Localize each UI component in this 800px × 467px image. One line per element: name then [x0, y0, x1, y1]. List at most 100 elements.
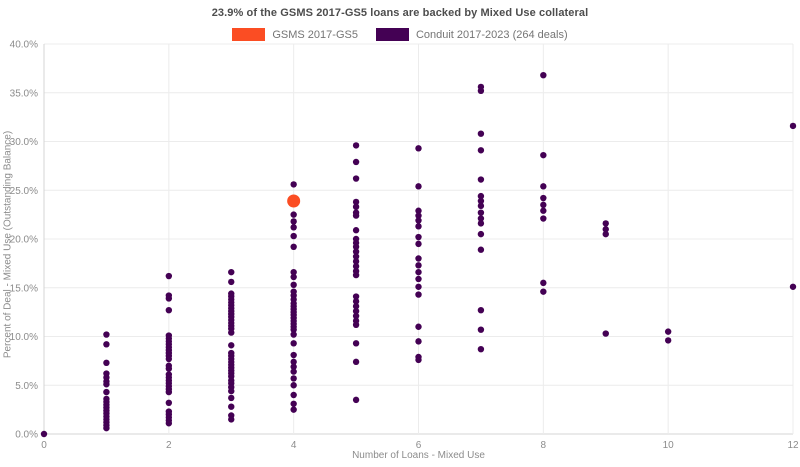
data-point — [352, 271, 360, 279]
data-point — [540, 183, 547, 190]
data-point — [352, 298, 360, 305]
data-point — [540, 194, 547, 202]
y-tick-label: 0.0% — [15, 430, 38, 441]
data-point — [352, 203, 360, 211]
data-point — [540, 288, 547, 295]
data-point — [602, 330, 609, 337]
legend-swatch-conduit-icon — [375, 28, 409, 41]
data-point — [103, 331, 110, 338]
data-point — [415, 356, 422, 364]
data-point — [290, 224, 297, 231]
legend-item-gsms[interactable]: GSMS 2017-GS5 — [232, 28, 358, 41]
data-point — [540, 215, 547, 222]
data-point — [165, 420, 173, 427]
data-point — [540, 207, 547, 214]
data-point — [290, 181, 297, 188]
data-point — [415, 223, 422, 230]
x-tick-label: 10 — [663, 440, 675, 451]
data-point — [352, 340, 360, 347]
data-point — [415, 255, 422, 262]
data-point — [415, 291, 422, 298]
data-point — [789, 283, 797, 290]
data-point — [290, 268, 297, 276]
data-point — [352, 263, 360, 270]
data-point — [352, 253, 360, 260]
data-point — [477, 197, 485, 205]
data-point — [477, 246, 485, 253]
data-point — [290, 281, 297, 289]
data-point — [352, 248, 360, 255]
data-point — [477, 176, 485, 183]
data-point — [352, 175, 360, 182]
data-point — [352, 258, 360, 265]
y-tick-label: 20.0% — [10, 235, 38, 246]
data-point — [415, 207, 422, 214]
x-axis-title: Number of Loans - Mixed Use — [352, 450, 485, 461]
data-point — [352, 307, 360, 315]
y-tick-label: 15.0% — [10, 283, 38, 294]
data-point — [415, 262, 422, 269]
chart-title: 23.9% of the GSMS 2017-GS5 loans are bac… — [211, 7, 589, 19]
data-point — [290, 375, 297, 382]
data-point — [228, 387, 235, 395]
data-point — [352, 321, 360, 328]
data-point — [103, 424, 110, 432]
legend-swatch-gsms-icon — [232, 28, 266, 41]
data-point — [290, 363, 297, 370]
data-point — [290, 382, 297, 389]
data-point — [228, 329, 235, 336]
data-point — [352, 212, 360, 219]
data-point — [540, 201, 547, 209]
data-point — [415, 233, 422, 241]
data-point — [165, 272, 173, 280]
data-point — [352, 158, 360, 166]
data-point — [290, 340, 297, 347]
data-point — [228, 342, 235, 349]
x-tick-label: 2 — [166, 440, 172, 451]
legend: GSMS 2017-GS5 Conduit 2017-2023 (264 dea… — [0, 28, 800, 41]
legend-label-gsms: GSMS 2017-GS5 — [272, 28, 358, 41]
data-point — [165, 388, 173, 396]
data-point — [290, 400, 297, 407]
data-point — [477, 87, 485, 95]
data-point — [290, 406, 297, 413]
data-point — [415, 268, 422, 276]
data-point — [228, 278, 235, 286]
data-point — [477, 326, 485, 333]
data-point — [290, 211, 297, 218]
data-point — [477, 192, 485, 200]
data-point — [290, 368, 297, 375]
x-tick-label: 4 — [291, 440, 297, 451]
data-point — [602, 220, 609, 227]
legend-item-conduit[interactable]: Conduit 2017-2023 (264 deals) — [375, 28, 568, 41]
data-point — [290, 218, 297, 225]
data-point — [540, 72, 547, 79]
data-point — [40, 430, 48, 438]
data-point — [165, 355, 173, 363]
data-point — [602, 230, 609, 238]
data-point — [415, 338, 422, 345]
data-point — [228, 403, 235, 410]
data-point — [103, 341, 110, 348]
data-point — [352, 358, 360, 366]
data-point — [228, 416, 235, 423]
data-point — [352, 293, 360, 300]
data-point — [477, 306, 485, 314]
x-tick-label: 0 — [41, 440, 47, 451]
data-point — [352, 303, 360, 310]
data-point — [415, 323, 422, 330]
data-point — [415, 283, 422, 290]
data-point — [352, 198, 360, 206]
data-point — [287, 194, 301, 208]
data-point — [477, 230, 485, 238]
data-point — [290, 326, 297, 333]
data-point — [602, 226, 609, 233]
data-point — [540, 151, 547, 159]
data-point — [477, 147, 485, 154]
data-point — [290, 243, 297, 250]
data-point — [165, 306, 173, 314]
data-point — [352, 312, 360, 320]
data-point — [228, 394, 235, 402]
